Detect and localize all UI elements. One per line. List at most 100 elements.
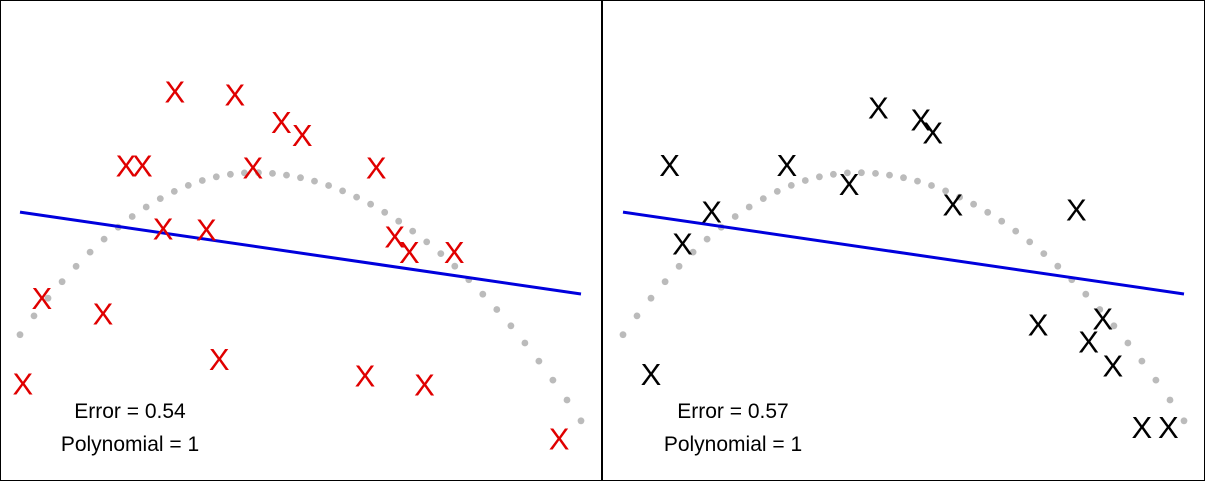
- left-curve-dot: [86, 248, 94, 256]
- left-curve-dot: [269, 170, 276, 177]
- left-curve-dot: [30, 312, 38, 320]
- left-data-point: X: [384, 220, 405, 255]
- left-curve-dot: [58, 278, 66, 286]
- right-curve-dot: [914, 177, 921, 185]
- right-curve-dot: [928, 182, 935, 189]
- right-curve-dot: [984, 208, 992, 216]
- right-curve-dot: [1180, 417, 1188, 425]
- right-curve-dot: [1096, 306, 1104, 313]
- right-curve-dot: [745, 203, 753, 211]
- right-data-point: X: [1066, 193, 1087, 228]
- left-curve-dot: [339, 187, 346, 195]
- right-data-point: X: [1092, 301, 1113, 336]
- left-curve-dot: [100, 235, 108, 243]
- right-data-point: X: [1102, 348, 1123, 383]
- left-curve-dot: [170, 188, 178, 195]
- left-curve-dot: [128, 213, 136, 220]
- right-data-point: X: [776, 148, 797, 183]
- left-data-point: X: [153, 212, 174, 247]
- right-curve-dot: [689, 248, 697, 256]
- left-data-point: X: [399, 235, 420, 270]
- left-curve-dot: [227, 170, 234, 178]
- left-curve-dot: [451, 262, 459, 270]
- right-curve-dot: [1138, 357, 1146, 365]
- left-curve-dot: [198, 177, 206, 184]
- left-data-point: X: [355, 359, 376, 394]
- left-curve-dot: [409, 227, 417, 235]
- right-data-point: X: [1132, 410, 1153, 445]
- right-data-point: X: [641, 357, 662, 392]
- left-data-point: X: [164, 75, 185, 110]
- left-curve-dot: [437, 250, 445, 257]
- left-curve-dot: [212, 173, 220, 181]
- left-curve-dot: [367, 200, 374, 208]
- right-curve-dot: [1124, 339, 1132, 347]
- left-curve-dot: [521, 339, 529, 347]
- left-curve-dot: [493, 306, 501, 313]
- left-data-point: X: [196, 212, 217, 247]
- left-curve-dot: [563, 396, 571, 404]
- left-curve-dot: [381, 208, 389, 216]
- right-curve-dot: [1082, 290, 1090, 298]
- right-polynomial-label: Polynomial = 1: [664, 433, 802, 456]
- left-polynomial-label: Polynomial = 1: [61, 433, 199, 456]
- right-curve-dot: [816, 173, 823, 181]
- right-curve-dot: [858, 169, 865, 177]
- right-curve-dot: [830, 170, 837, 178]
- left-curve-dot: [142, 203, 150, 211]
- left-fit-line: [19, 210, 582, 296]
- right-error-label: Error = 0.57: [677, 400, 788, 423]
- left-data-point: X: [12, 367, 33, 402]
- right-curve-dot: [1152, 376, 1160, 384]
- left-error-label: Error = 0.54: [74, 400, 186, 423]
- left-curve-dot: [16, 331, 24, 339]
- right-data-point: X: [1078, 325, 1099, 360]
- left-data-point: X: [242, 151, 263, 186]
- left-curve-dot: [241, 169, 248, 177]
- left-data-point: X: [366, 151, 387, 186]
- left-curve-dot: [507, 322, 515, 330]
- left-curve-dot: [283, 171, 290, 179]
- left-data-point: X: [271, 105, 292, 140]
- left-curve-dot: [44, 294, 52, 302]
- right-curve-dot: [773, 188, 781, 195]
- left-curve-dot: [311, 177, 318, 185]
- right-curve-dot: [801, 177, 809, 184]
- right-curve-dot: [998, 217, 1006, 225]
- left-panel: X XX XXX X XX X XX XX XX X XXX: [12, 75, 585, 457]
- left-data-point: X: [444, 235, 465, 270]
- right-data-point: X: [868, 91, 889, 126]
- right-curve-dot: [731, 213, 739, 220]
- left-panel-frame: [0, 0, 602, 481]
- left-curve-dot: [353, 193, 360, 201]
- right-curve-dot: [1012, 227, 1020, 235]
- right-curve-dot: [661, 278, 669, 286]
- right-curve-dot: [1026, 238, 1034, 246]
- left-data-point: X: [292, 118, 313, 153]
- right-fit-line: [622, 210, 1185, 296]
- right-curve-dot: [1110, 322, 1118, 330]
- left-curve-dot: [184, 182, 192, 189]
- left-data-point: X: [549, 422, 570, 457]
- right-data-point: X: [911, 102, 932, 137]
- right-curve-dot: [886, 171, 893, 179]
- right-curve-dot: [1054, 262, 1062, 270]
- left-curve-dot: [72, 262, 80, 270]
- right-curve-dot: [647, 294, 655, 302]
- right-data-point: X: [659, 148, 680, 183]
- right-data-point: X: [672, 227, 693, 262]
- right-curve-dot: [759, 195, 767, 203]
- left-data-point: X: [132, 149, 153, 184]
- left-data-point: X: [93, 296, 114, 331]
- right-curve-dot: [900, 174, 907, 182]
- right-data-point: X: [943, 188, 964, 223]
- left-curve-dot: [423, 238, 431, 246]
- right-data-point: X: [839, 167, 860, 202]
- left-curve-dot: [479, 290, 487, 298]
- right-curve-dot: [1166, 396, 1174, 404]
- right-curve-dot: [942, 187, 949, 195]
- right-data-point: X: [701, 195, 722, 230]
- right-curve-dot: [956, 193, 963, 201]
